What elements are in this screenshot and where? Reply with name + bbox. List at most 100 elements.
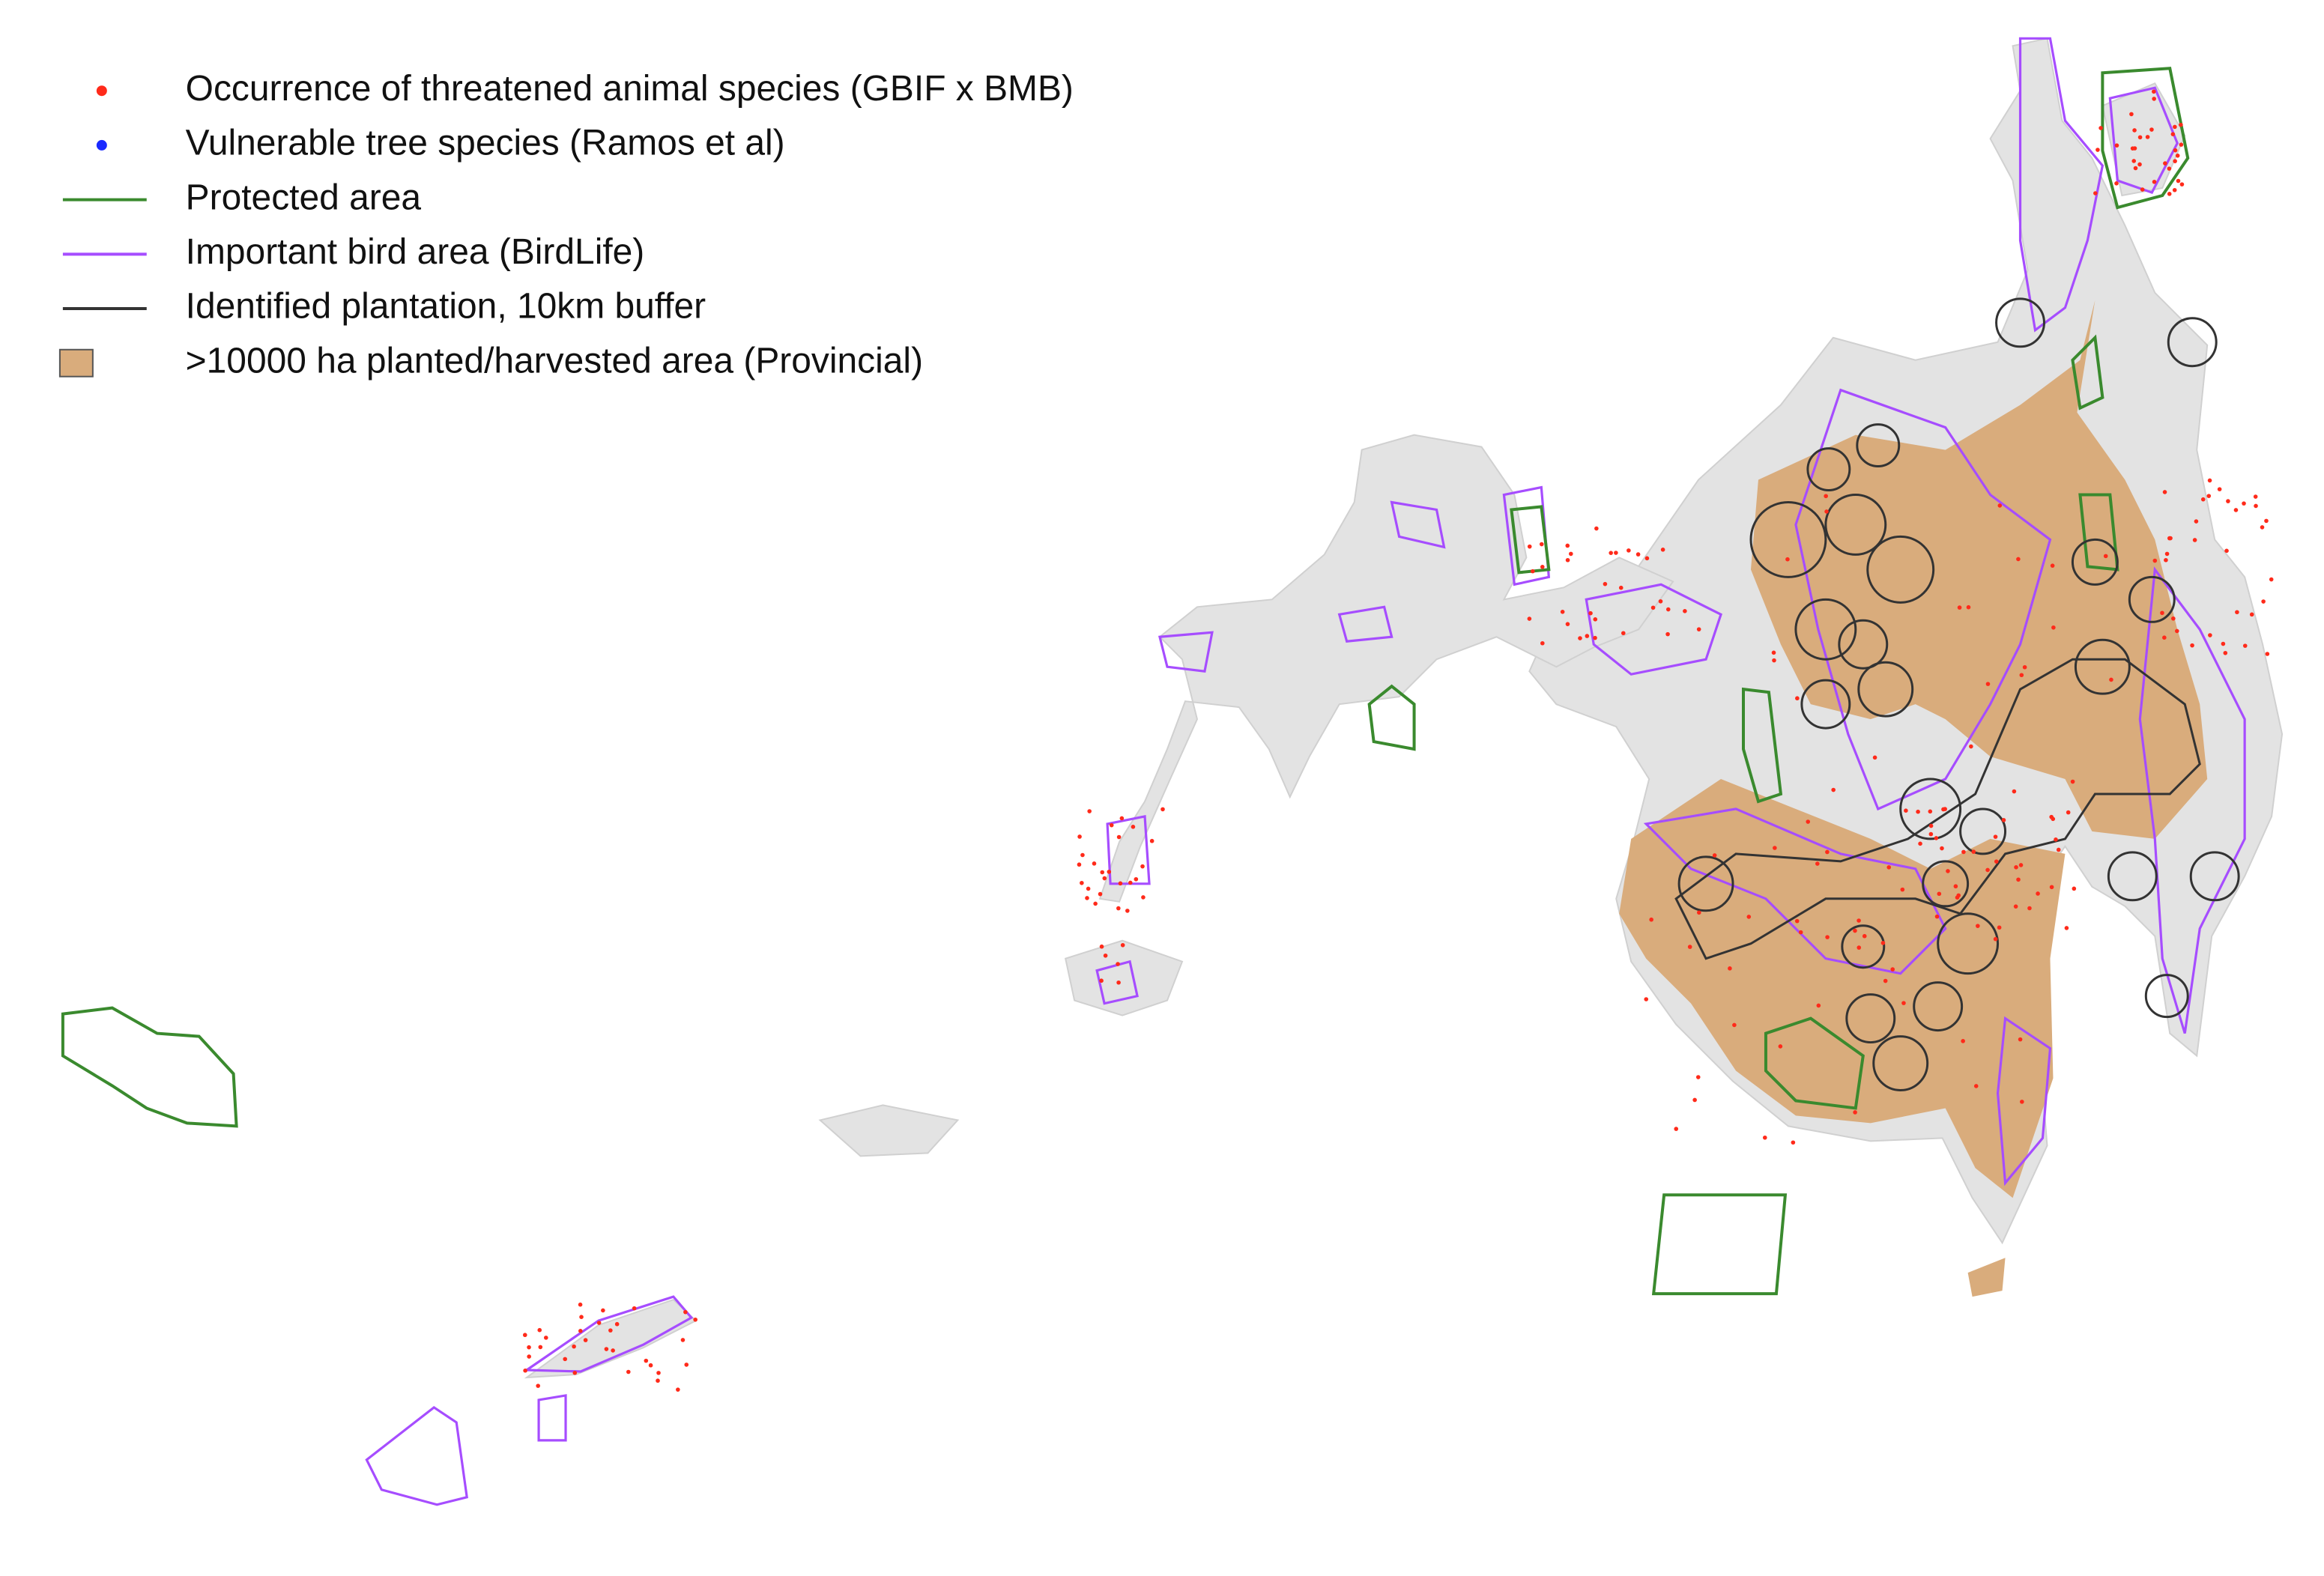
occurrence-dot: [2217, 487, 2222, 491]
occurrence-dot: [684, 1363, 689, 1367]
occurrence-dot: [2152, 97, 2156, 101]
buffer-circle: [1841, 924, 1886, 969]
occurrence-dot: [2179, 122, 2183, 127]
occurrence-dot: [1795, 696, 1800, 701]
occurrence-dot: [2224, 548, 2229, 554]
bird-area: [365, 1405, 468, 1506]
occurrence-dot: [2164, 551, 2170, 557]
occurrence-dot: [1080, 880, 1084, 885]
occurrence-dot: [632, 1306, 637, 1311]
occurrence-dot: [1773, 846, 1777, 850]
occurrence-dot: [2190, 643, 2194, 648]
occurrence-dot: [2012, 789, 2017, 794]
occurrence-dot: [1120, 942, 1125, 948]
buffer-circle: [1922, 860, 1970, 908]
occurrence-dot: [2179, 142, 2184, 147]
occurrence-dot: [2098, 126, 2103, 130]
occurrence-dot: [1994, 859, 1999, 864]
occurrence-dot: [1771, 650, 1776, 655]
occurrence-dot: [1107, 870, 1112, 874]
jolo: [818, 1104, 960, 1157]
occurrence-dot: [572, 1344, 576, 1349]
occurrence-dot: [563, 1357, 568, 1362]
occurrence-dot: [1116, 906, 1121, 911]
occurrence-dot: [1712, 853, 1717, 858]
bird-area: [2018, 37, 2179, 333]
occurrence-dot: [1650, 605, 1656, 610]
occurrence-dot: [1746, 915, 1752, 919]
occurrence-dot: [1099, 978, 1104, 984]
occurrence-dot: [2095, 148, 2100, 152]
occurrence-dot: [2208, 633, 2212, 637]
occurrence-dot: [2140, 187, 2145, 192]
plantation-buffers: [1674, 297, 2240, 1091]
occurrence-dot: [2265, 652, 2270, 656]
occurrence-dot: [578, 1302, 583, 1307]
occurrence-dot: [611, 1348, 615, 1353]
occurrence-dot: [1080, 852, 1085, 858]
occurrence-dot: [2001, 818, 2006, 822]
occurrence-dot: [1093, 901, 1098, 906]
occurrence-dot: [1644, 997, 1649, 1001]
buffer-circle: [1857, 661, 1914, 718]
occurrence-dot: [1785, 557, 1790, 562]
buffer-circle: [1800, 679, 1851, 730]
occurrence-dot: [1957, 605, 1962, 610]
occurrence-dot: [1880, 941, 1886, 945]
buffer-circle: [2144, 974, 2189, 1019]
occurrence-dot: [2179, 182, 2185, 187]
occurrence-dot: [1627, 548, 1631, 553]
planted-island: [1967, 1258, 2006, 1297]
occurrence-dot: [1585, 634, 1590, 638]
occurrence-dot: [2149, 127, 2154, 132]
occurrence-dot: [2164, 557, 2168, 563]
occurrence-dot: [693, 1317, 697, 1322]
occurrence-dot: [1862, 933, 1867, 939]
occurrence-dot: [656, 1378, 660, 1383]
occurrence-dot: [1900, 887, 1905, 892]
buffer-circle: [1913, 981, 1964, 1032]
occurrence-dot: [1614, 551, 1618, 555]
occurrence-dot: [1540, 640, 1545, 646]
buffer-circle: [1856, 423, 1901, 468]
occurrence-dot: [2132, 128, 2137, 133]
occurrence-dot: [1997, 503, 2003, 508]
occurrence-dot: [2253, 494, 2258, 499]
occurrence-dot: [601, 1308, 605, 1313]
occurrence-dot: [1116, 962, 1120, 966]
occurrence-dot: [1085, 896, 1089, 900]
occurrence-dot: [1099, 944, 1104, 949]
occurrence-dot: [1976, 924, 1980, 928]
occurrence-dot: [1527, 616, 1532, 621]
bird-area: [1585, 583, 1722, 676]
occurrence-dot: [2242, 501, 2246, 506]
occurrence-dot: [1125, 909, 1130, 913]
occurrence-dot: [1140, 864, 1145, 869]
occurrence-dot: [1594, 526, 1599, 531]
occurrence-dot: [1683, 609, 1687, 613]
occurrence-dot: [1077, 834, 1082, 839]
occurrence-dot: [572, 1370, 578, 1375]
occurrence-dot: [2192, 538, 2197, 542]
protected-area: [1651, 1193, 1788, 1296]
occurrence-dot: [578, 1329, 583, 1333]
legend-label: Protected area: [186, 178, 422, 217]
occurrence-dot: [2175, 628, 2179, 634]
bird-area: [1158, 500, 1446, 673]
occurrence-dot: [1621, 631, 1626, 636]
occurrence-dot: [608, 1328, 613, 1333]
basilan: [1064, 939, 1184, 1016]
occurrence-dot: [2173, 159, 2177, 163]
occurrence-dot: [1665, 607, 1671, 612]
occurrence-dot: [2137, 135, 2143, 140]
occurrence-dot: [1940, 846, 1944, 851]
occurrence-dot: [1697, 910, 1701, 915]
occurrence-dot: [1825, 849, 1830, 855]
bird-area: [1996, 1016, 2052, 1186]
occurrence-dot: [2168, 536, 2173, 541]
occurrence-dot: [1956, 893, 1961, 898]
occurrence-dot: [2114, 181, 2119, 186]
occurrence-dot: [579, 1315, 584, 1320]
occurrence-dot: [2050, 563, 2055, 568]
buffer-circle: [1866, 535, 1935, 604]
